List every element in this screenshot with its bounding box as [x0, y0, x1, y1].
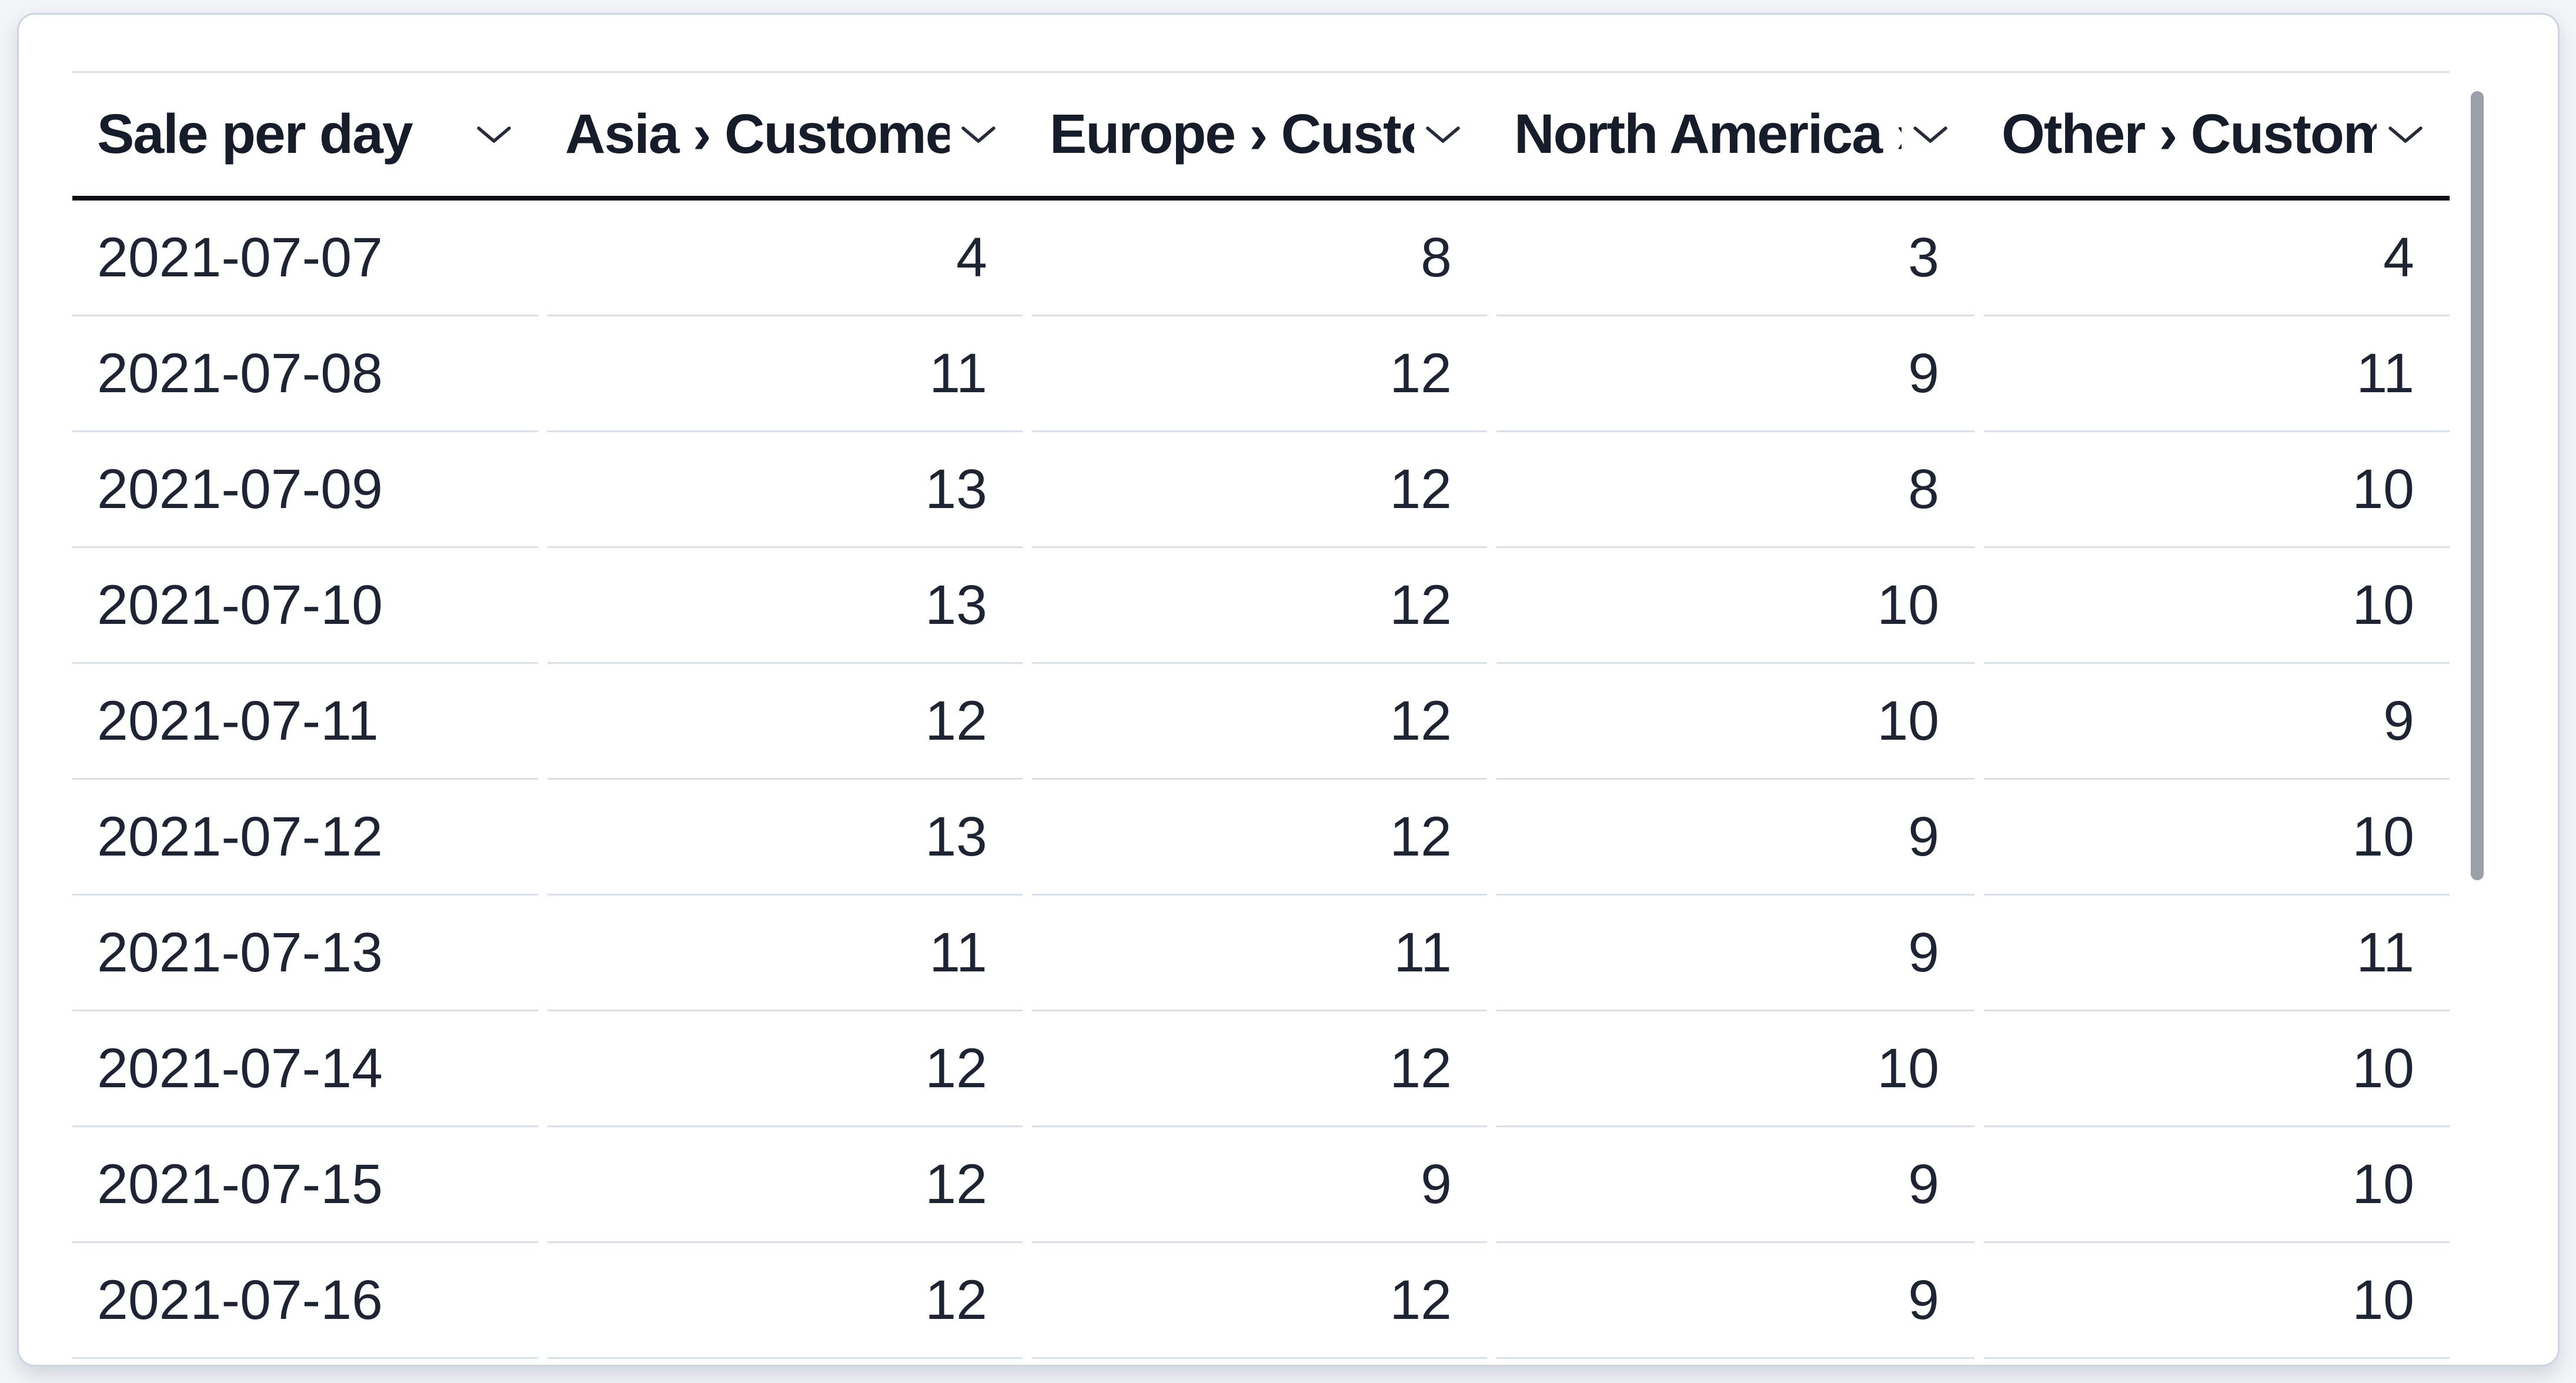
date-cell[interactable]: 2021-07-13	[72, 896, 538, 1011]
value-cell[interactable]: 10	[1984, 1011, 2450, 1127]
date-cell[interactable]: 2021-07-11	[72, 664, 538, 780]
value-cell[interactable]: 8	[1032, 201, 1487, 316]
date-cell[interactable]: 2021-07-09	[72, 432, 538, 548]
value-cell[interactable]: 11	[1032, 896, 1487, 1011]
table-row: 2021-07-09 13 12 8 10	[72, 432, 2450, 548]
table-row: 2021-07-11 12 12 10 9	[72, 664, 2450, 780]
table-header-row: Sale per day Asia › Customers Europe › Cus…	[72, 71, 2450, 201]
value-cell[interactable]: 12	[1032, 548, 1487, 664]
value-cell[interactable]: 11	[547, 896, 1023, 1011]
vertical-scrollbar-thumb[interactable]	[2471, 91, 2484, 880]
value-cell[interactable]: 12	[1032, 664, 1487, 780]
value-cell[interactable]: 9	[1496, 1127, 1974, 1243]
value-cell[interactable]: 11	[1984, 316, 2450, 432]
value-cell[interactable]: 13	[547, 780, 1023, 896]
table-row: 2021-07-13 11 11 9 11	[72, 896, 2450, 1011]
value-cell[interactable]: 12	[1032, 1011, 1487, 1127]
value-cell[interactable]: 12	[1032, 780, 1487, 896]
value-cell[interactable]: 9	[1496, 780, 1974, 896]
chevron-down-icon	[961, 126, 995, 143]
date-cell[interactable]: 2021-07-16	[72, 1243, 538, 1359]
table-row: 2021-07-15 12 9 9 10	[72, 1127, 2450, 1243]
table-row: 2021-07-07 4 8 3 4	[72, 201, 2450, 316]
value-cell[interactable]: 11	[1984, 896, 2450, 1011]
chevron-down-icon	[2388, 126, 2423, 143]
value-cell[interactable]: 8	[1496, 432, 1974, 548]
value-cell[interactable]: 12	[547, 1127, 1023, 1243]
column-header-3[interactable]: North America › Customers	[1496, 73, 1974, 196]
value-cell[interactable]: 13	[547, 548, 1023, 664]
column-header-label: Europe › Customers	[1050, 103, 1414, 165]
date-cell[interactable]: 2021-07-10	[72, 548, 538, 664]
date-cell[interactable]: 2021-07-14	[72, 1011, 538, 1127]
table-row: 2021-07-08 11 12 9 11	[72, 316, 2450, 432]
value-cell[interactable]: 4	[1984, 201, 2450, 316]
chevron-down-icon	[476, 125, 512, 145]
value-cell[interactable]: 10	[1496, 664, 1974, 780]
column-header-4[interactable]: Other › Customers	[1984, 73, 2450, 196]
column-header-1[interactable]: Asia › Customers	[547, 73, 1023, 196]
chevron-down-icon	[1426, 126, 1460, 143]
value-cell[interactable]: 10	[1496, 1011, 1974, 1127]
chevron-down-icon	[1425, 125, 1461, 145]
date-cell[interactable]: 2021-07-12	[72, 780, 538, 896]
value-cell[interactable]: 9	[1984, 664, 2450, 780]
value-cell[interactable]: 12	[547, 1011, 1023, 1127]
column-header-label: Sale per day	[97, 103, 413, 165]
value-cell[interactable]: 10	[1984, 432, 2450, 548]
chevron-down-icon	[477, 126, 511, 143]
column-header-label: Other › Customers	[2002, 103, 2377, 165]
value-cell[interactable]: 9	[1032, 1127, 1487, 1243]
date-cell[interactable]: 2021-07-07	[72, 201, 538, 316]
value-cell[interactable]: 3	[1496, 201, 1974, 316]
value-cell[interactable]: 12	[547, 664, 1023, 780]
chevron-down-icon	[1913, 126, 1947, 143]
table-row: 2021-07-14 12 12 10 10	[72, 1011, 2450, 1127]
chevron-down-icon	[2387, 125, 2424, 145]
table-row: 2021-07-16 12 12 9 10	[72, 1243, 2450, 1359]
value-cell[interactable]: 10	[1984, 548, 2450, 664]
value-cell[interactable]: 12	[1032, 432, 1487, 548]
value-cell[interactable]: 9	[1496, 316, 1974, 432]
value-cell[interactable]: 13	[547, 432, 1023, 548]
value-cell[interactable]: 11	[547, 316, 1023, 432]
column-header-2[interactable]: Europe › Customers	[1032, 73, 1487, 196]
value-cell[interactable]: 12	[1032, 1243, 1487, 1359]
table-card: Sale per day Asia › Customers Europe › Cus…	[17, 13, 2560, 1367]
chevron-down-icon	[960, 125, 997, 145]
value-cell[interactable]: 10	[1984, 1243, 2450, 1359]
value-cell[interactable]: 9	[1496, 896, 1974, 1011]
value-cell[interactable]: 12	[547, 1243, 1023, 1359]
date-cell[interactable]: 2021-07-15	[72, 1127, 538, 1243]
column-header-label: Asia › Customers	[565, 103, 950, 165]
value-cell[interactable]: 9	[1496, 1243, 1974, 1359]
value-cell[interactable]: 12	[1032, 316, 1487, 432]
value-cell[interactable]: 10	[1496, 548, 1974, 664]
chevron-down-icon	[1912, 125, 1949, 145]
value-cell[interactable]: 10	[1984, 780, 2450, 896]
column-header-0[interactable]: Sale per day	[72, 73, 538, 196]
column-header-label: North America › Customers	[1514, 103, 1902, 165]
table-body: 2021-07-07 4 8 3 4 2021-07-08 11 12 9 11 2021-07-0…	[72, 201, 2450, 1359]
table-row: 2021-07-12 13 12 9 10	[72, 780, 2450, 896]
value-cell[interactable]: 4	[547, 201, 1023, 316]
date-cell[interactable]: 2021-07-08	[72, 316, 538, 432]
value-cell[interactable]: 10	[1984, 1127, 2450, 1243]
data-table: Sale per day Asia › Customers Europe › Cus…	[72, 71, 2450, 1359]
table-row: 2021-07-10 13 12 10 10	[72, 548, 2450, 664]
